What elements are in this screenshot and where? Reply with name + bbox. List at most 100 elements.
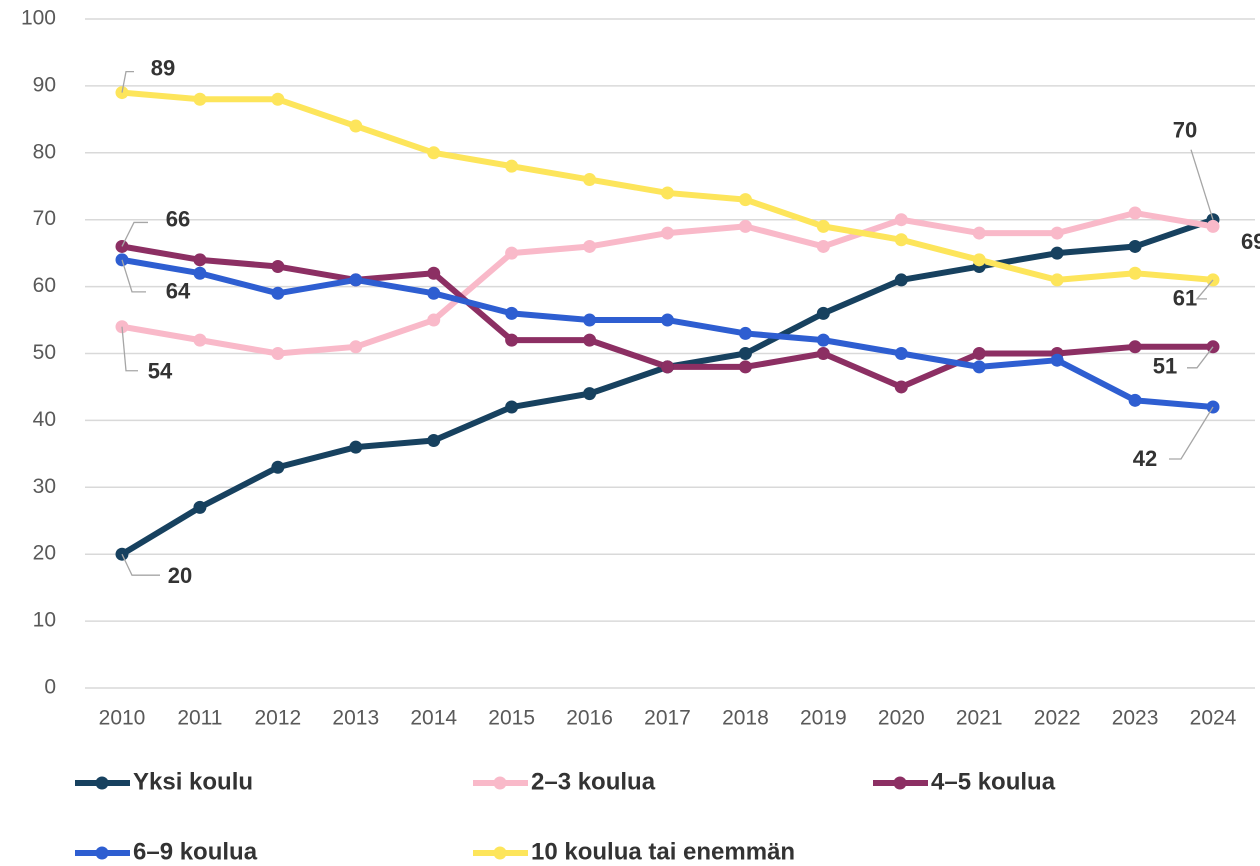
data-point <box>349 340 363 354</box>
data-point <box>1128 266 1142 280</box>
data-point <box>349 119 363 133</box>
x-tick-label: 2016 <box>566 707 613 730</box>
data-point <box>816 306 830 320</box>
data-point <box>505 246 519 260</box>
data-point <box>271 347 285 360</box>
y-tick-label: 90 <box>33 73 56 96</box>
data-point <box>193 500 207 514</box>
data-point <box>661 226 674 240</box>
data-point <box>1128 206 1142 220</box>
data-point <box>427 286 441 300</box>
x-tick-label: 2020 <box>878 707 925 730</box>
y-tick-label: 40 <box>33 408 56 431</box>
label-leader <box>121 326 138 372</box>
legend-label: Yksi koulu <box>133 768 253 795</box>
data-point <box>1128 340 1142 354</box>
legend-label: 2–3 koulua <box>531 768 656 795</box>
legend-label: 4–5 koulua <box>931 768 1056 795</box>
data-point <box>505 400 519 414</box>
x-tick-label: 2012 <box>254 707 301 730</box>
data-point <box>816 333 830 347</box>
data-point <box>661 313 674 327</box>
data-point <box>583 333 597 347</box>
x-tick-label: 2022 <box>1034 707 1081 730</box>
legend-marker <box>493 846 507 860</box>
data-point <box>894 213 908 227</box>
data-point <box>271 92 285 106</box>
x-tick-label: 2019 <box>800 707 847 730</box>
label-leader <box>121 70 134 93</box>
data-point <box>972 347 986 360</box>
y-tick-label: 0 <box>44 676 56 699</box>
data-point <box>738 193 752 207</box>
x-tick-label: 2011 <box>177 707 222 730</box>
legend-label: 6–9 koulua <box>133 838 258 865</box>
data-point <box>894 347 908 360</box>
data-point <box>505 306 519 320</box>
data-label: 61 <box>1173 286 1197 311</box>
data-label: 70 <box>1173 118 1197 143</box>
x-tick-label: 2014 <box>410 707 457 730</box>
data-point <box>193 333 207 347</box>
data-point <box>1128 393 1142 407</box>
data-point <box>661 186 674 200</box>
data-point <box>271 260 285 274</box>
data-point <box>1206 219 1220 233</box>
data-label: 64 <box>166 279 191 304</box>
data-point <box>505 333 519 347</box>
data-point <box>972 360 986 374</box>
data-point <box>193 266 207 280</box>
x-tick-label: 2010 <box>99 707 146 730</box>
y-tick-label: 60 <box>33 274 56 297</box>
data-point <box>583 239 597 253</box>
data-point <box>271 460 285 474</box>
data-point <box>349 273 363 287</box>
y-tick-label: 30 <box>33 475 56 498</box>
y-tick-label: 100 <box>21 7 56 30</box>
legend-label: 10 koulua tai enemmän <box>531 838 795 865</box>
data-point <box>894 233 908 247</box>
data-point <box>1050 273 1064 287</box>
legend-marker <box>95 846 109 860</box>
data-point <box>427 146 441 160</box>
data-label: 54 <box>148 359 173 384</box>
x-tick-label: 2017 <box>644 707 691 730</box>
data-label: 89 <box>151 55 175 80</box>
data-point <box>1050 353 1064 367</box>
data-point <box>349 440 363 454</box>
data-point <box>583 387 597 401</box>
data-point <box>738 360 752 374</box>
y-tick-label: 70 <box>33 207 56 230</box>
data-point <box>1128 239 1142 253</box>
data-point <box>583 313 597 327</box>
data-point <box>816 219 830 233</box>
data-point <box>816 347 830 360</box>
data-point <box>894 273 908 287</box>
data-point <box>1050 226 1064 240</box>
data-point <box>427 313 441 327</box>
data-point <box>738 219 752 233</box>
x-tick-label: 2024 <box>1190 707 1237 730</box>
label-leader <box>121 259 146 293</box>
data-point <box>427 266 441 280</box>
data-point <box>271 286 285 300</box>
label-leader <box>1195 279 1214 300</box>
legend-marker <box>893 776 907 790</box>
label-leader <box>1187 346 1214 369</box>
y-tick-label: 50 <box>33 341 56 364</box>
x-tick-label: 2018 <box>722 707 769 730</box>
data-point <box>972 253 986 267</box>
label-leader <box>121 221 148 247</box>
data-point <box>661 360 674 374</box>
x-tick-label: 2013 <box>332 707 379 730</box>
data-point <box>738 347 752 360</box>
legend-marker <box>95 776 109 790</box>
label-leader <box>1190 149 1214 220</box>
data-point <box>972 226 986 240</box>
data-label: 20 <box>168 563 192 588</box>
series-line <box>119 256 1216 411</box>
data-label: 69 <box>1241 229 1260 254</box>
data-point <box>505 159 519 173</box>
label-leader <box>1169 406 1214 460</box>
